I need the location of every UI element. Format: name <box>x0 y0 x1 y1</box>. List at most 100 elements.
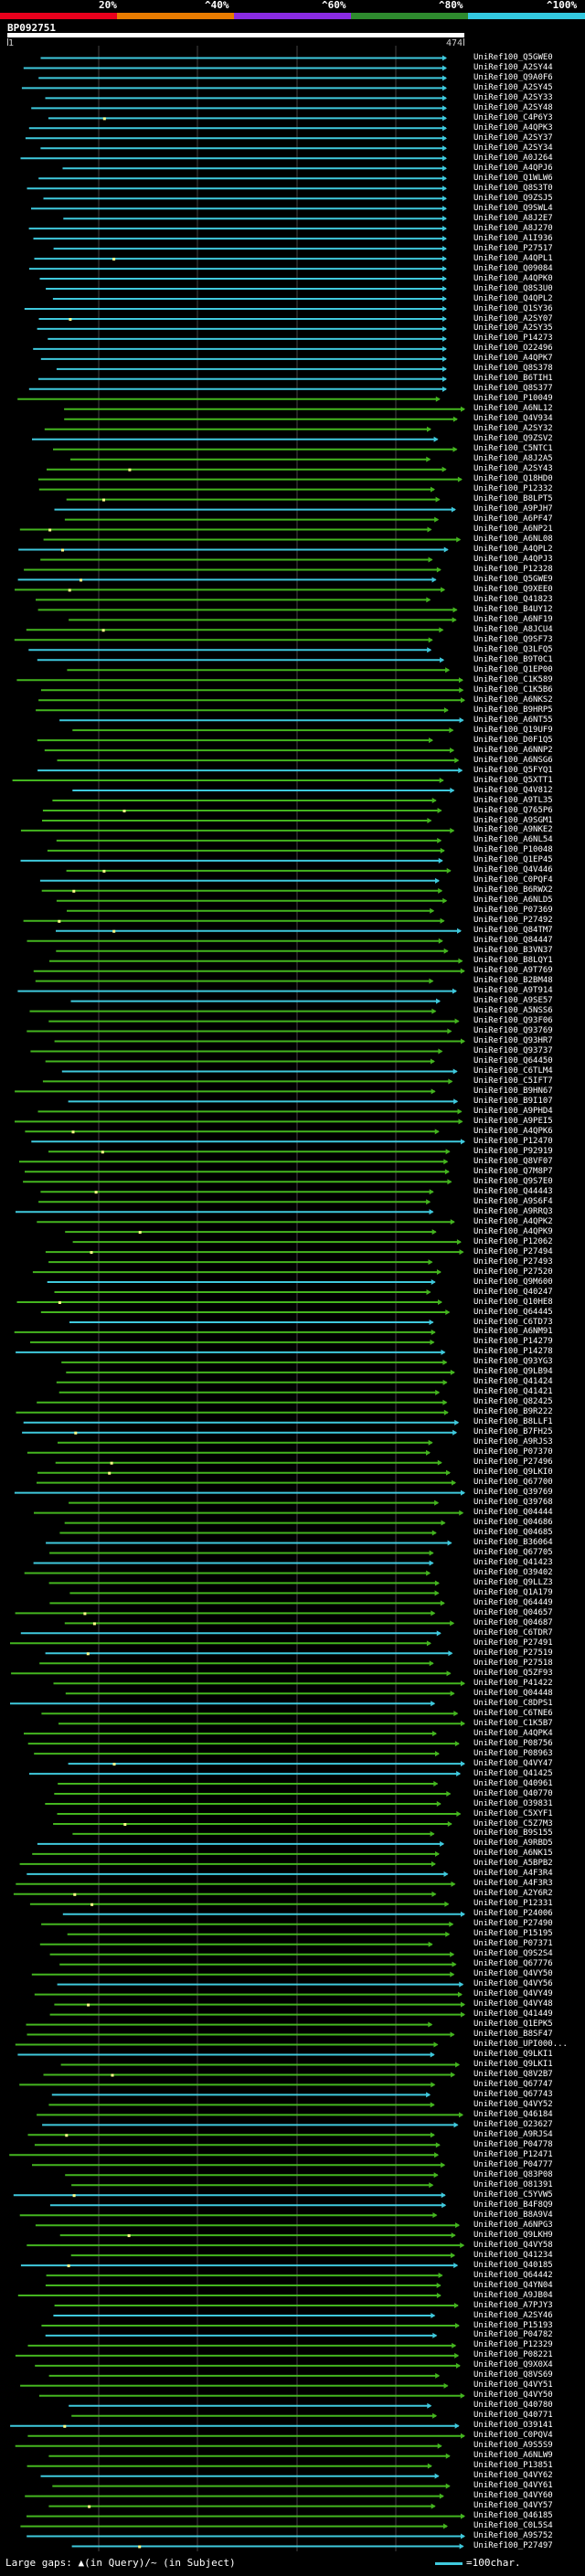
hit-label[interactable]: UniRef100_A4QPK3 <box>473 122 553 133</box>
hit-label[interactable]: UniRef100_A9JB04 <box>473 2290 553 2300</box>
hit-label[interactable]: UniRef100_Q5GWE9 <box>473 574 553 584</box>
hit-label[interactable]: UniRef100_Q9ZSV2 <box>473 434 553 444</box>
hit-label[interactable]: UniRef100_P27497 <box>473 2541 553 2550</box>
hit-label[interactable]: UniRef100_Q93YG3 <box>473 1357 553 1367</box>
hit-label[interactable]: UniRef100_O23627 <box>473 2119 553 2129</box>
hit-label[interactable]: UniRef100_Q82425 <box>473 1397 553 1407</box>
hit-label[interactable]: UniRef100_Q5GWE0 <box>473 53 553 62</box>
hit-label[interactable]: UniRef100_C1K5B6 <box>473 684 553 694</box>
hit-label[interactable]: UniRef100_P24006 <box>473 1909 553 1919</box>
hit-label[interactable]: UniRef100_A4QPK7 <box>473 354 553 364</box>
hit-label[interactable]: UniRef100_P92919 <box>473 1146 553 1156</box>
hit-label[interactable]: UniRef100_A2SY37 <box>473 133 553 143</box>
hit-label[interactable]: UniRef100_A6NPG3 <box>473 2220 553 2230</box>
hit-label[interactable]: UniRef100_B9S155 <box>473 1829 553 1839</box>
hit-label[interactable]: UniRef100_Q7M8P7 <box>473 1166 553 1176</box>
hit-label[interactable]: UniRef100_Q64449 <box>473 1597 553 1607</box>
hit-label[interactable]: UniRef100_Q9LB94 <box>473 1367 553 1377</box>
hit-label[interactable]: UniRef100_A2SY33 <box>473 92 553 102</box>
hit-label[interactable]: UniRef100_A6NF19 <box>473 614 553 624</box>
hit-label[interactable]: UniRef100_B9R222 <box>473 1407 553 1417</box>
hit-label[interactable]: UniRef100_Q67743 <box>473 2089 553 2099</box>
hit-label[interactable]: UniRef100_Q9A0F6 <box>473 72 553 82</box>
hit-label[interactable]: UniRef100_P27496 <box>473 1458 553 1468</box>
hit-label[interactable]: UniRef100_Q9S7E0 <box>473 1176 553 1186</box>
hit-label[interactable]: UniRef100_A5NSS6 <box>473 1006 553 1016</box>
hit-label[interactable]: UniRef100_O39141 <box>473 2421 553 2431</box>
hit-label[interactable]: UniRef100_Q9SF73 <box>473 634 553 644</box>
hit-label[interactable]: UniRef100_O39402 <box>473 1568 553 1577</box>
hit-label[interactable]: UniRef100_C6TNE6 <box>473 1708 553 1718</box>
hit-label[interactable]: UniRef100_Q93F06 <box>473 1016 553 1026</box>
hit-label[interactable]: UniRef100_P15195 <box>473 1929 553 1939</box>
hit-label[interactable]: UniRef100_P27494 <box>473 1246 553 1256</box>
hit-label[interactable]: UniRef100_Q1A179 <box>473 1587 553 1597</box>
hit-label[interactable]: UniRef100_A8J2E7 <box>473 213 553 223</box>
hit-label[interactable]: UniRef100_Q8S377 <box>473 384 553 394</box>
hit-label[interactable]: UniRef100_A2SY32 <box>473 424 553 434</box>
hit-label[interactable]: UniRef100_C5YVW5 <box>473 2189 553 2200</box>
hit-label[interactable]: UniRef100_P12470 <box>473 1136 553 1146</box>
hit-label[interactable]: UniRef100_P27518 <box>473 1658 553 1668</box>
hit-label[interactable]: UniRef100_A4QPJ3 <box>473 555 553 564</box>
hit-label[interactable]: UniRef100_A2Y6R2 <box>473 1889 553 1899</box>
hit-label[interactable]: UniRef100_Q67776 <box>473 1959 553 1969</box>
hit-label[interactable]: UniRef100_C5NTC1 <box>473 444 553 454</box>
hit-label[interactable]: UniRef100_Q4QPL2 <box>473 293 553 303</box>
hit-label[interactable]: UniRef100_Q8S378 <box>473 364 553 374</box>
hit-label[interactable]: UniRef100_P04782 <box>473 2330 553 2340</box>
hit-label[interactable]: UniRef100_Q40247 <box>473 1287 553 1297</box>
hit-label[interactable]: UniRef100_P41422 <box>473 1678 553 1688</box>
hit-label[interactable]: UniRef100_A9TL35 <box>473 795 553 805</box>
hit-label[interactable]: UniRef100_P07370 <box>473 1447 553 1458</box>
hit-label[interactable]: UniRef100_Q4V446 <box>473 865 553 875</box>
hit-label[interactable]: UniRef100_P10048 <box>473 845 553 855</box>
hit-label[interactable]: UniRef100_A1I936 <box>473 233 553 243</box>
hit-label[interactable]: UniRef100_Q46184 <box>473 2109 553 2119</box>
hit-label[interactable]: UniRef100_P08963 <box>473 1748 553 1758</box>
hit-label[interactable]: UniRef100_Q8S3U0 <box>473 283 553 293</box>
hit-label[interactable]: UniRef100_B9T0C1 <box>473 654 553 664</box>
hit-label[interactable]: UniRef100_Q4VY50 <box>473 1969 553 1979</box>
hit-label[interactable]: UniRef100_P27491 <box>473 1638 553 1648</box>
hit-label[interactable]: UniRef100_A2SY43 <box>473 464 553 474</box>
hit-label[interactable]: UniRef100_Q39769 <box>473 1488 553 1498</box>
hit-label[interactable]: UniRef100_Q41234 <box>473 2250 553 2260</box>
hit-label[interactable]: UniRef100_Q9LKH9 <box>473 2230 553 2240</box>
hit-label[interactable]: UniRef100_Q9LKI0 <box>473 1468 553 1478</box>
hit-label[interactable]: UniRef100_B8LQY1 <box>473 956 553 966</box>
hit-label[interactable]: UniRef100_Q9S2S4 <box>473 1949 553 1959</box>
hit-label[interactable]: UniRef100_Q41424 <box>473 1377 553 1387</box>
hit-label[interactable]: UniRef100_A6NL12 <box>473 404 553 414</box>
hit-label[interactable]: UniRef100_Q40961 <box>473 1778 553 1788</box>
hit-label[interactable]: UniRef100_A6NM91 <box>473 1327 553 1337</box>
hit-label[interactable]: UniRef100_Q1EP45 <box>473 855 553 865</box>
hit-label[interactable]: UniRef100_C5IFT7 <box>473 1076 553 1086</box>
hit-label[interactable]: UniRef100_Q9XEE0 <box>473 584 553 594</box>
hit-label[interactable]: UniRef100_B2BM48 <box>473 976 553 986</box>
hit-label[interactable]: UniRef100_Q4VY49 <box>473 1989 553 1999</box>
hit-label[interactable]: UniRef100_Q9M600 <box>473 1277 553 1287</box>
hit-label[interactable]: UniRef100_Q09084 <box>473 263 553 273</box>
hit-label[interactable]: UniRef100_P04778 <box>473 2139 553 2149</box>
hit-label[interactable]: UniRef100_Q765P6 <box>473 805 553 815</box>
hit-label[interactable]: UniRef100_A6PF47 <box>473 514 553 525</box>
hit-label[interactable]: UniRef100_A0J264 <box>473 153 553 163</box>
hit-label[interactable]: UniRef100_A9PEI5 <box>473 1116 553 1126</box>
hit-label[interactable]: UniRef100_A4QPL2 <box>473 545 553 554</box>
hit-label[interactable]: UniRef100_C0PQV4 <box>473 2431 553 2441</box>
hit-label[interactable]: UniRef100_Q84TM7 <box>473 926 553 936</box>
hit-label[interactable]: UniRef100_P15193 <box>473 2320 553 2330</box>
hit-label[interactable]: UniRef100_P12329 <box>473 2340 553 2350</box>
hit-label[interactable]: UniRef100_A2SY48 <box>473 102 553 112</box>
hit-label[interactable]: UniRef100_A8J2A5 <box>473 454 553 464</box>
hit-label[interactable]: UniRef100_P04777 <box>473 2159 553 2169</box>
hit-label[interactable]: UniRef100_Q46185 <box>473 2511 553 2521</box>
hit-label[interactable]: UniRef100_Q4VY56 <box>473 1979 553 1989</box>
hit-label[interactable]: UniRef100_A9RJS4 <box>473 2129 553 2139</box>
hit-label[interactable]: UniRef100_A9RRQ3 <box>473 1206 553 1216</box>
hit-label[interactable]: UniRef100_B9I107 <box>473 1096 553 1106</box>
hit-label[interactable]: UniRef100_B6TIH1 <box>473 374 553 384</box>
hit-label[interactable]: UniRef100_Q1WLW6 <box>473 173 553 183</box>
hit-label[interactable]: UniRef100_Q4VY57 <box>473 2501 553 2511</box>
